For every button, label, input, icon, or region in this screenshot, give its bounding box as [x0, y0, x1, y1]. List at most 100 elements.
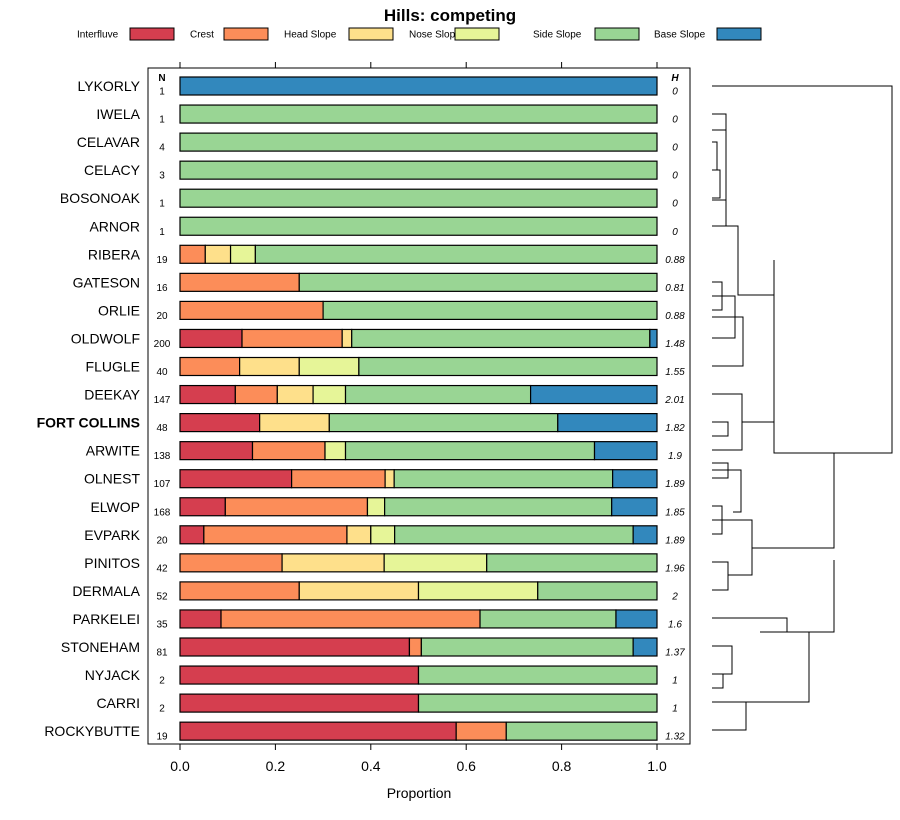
row-label: CELAVAR: [77, 134, 140, 150]
row-h-value: 0: [672, 171, 678, 182]
row-label: OLDWOLF: [71, 330, 140, 346]
x-tick-label: 0.4: [361, 758, 381, 774]
bar-segment-interfluve: [179, 469, 293, 489]
dendrogram-branch: [712, 519, 753, 576]
row-n-value: 138: [154, 451, 171, 462]
row-h-value: 1: [672, 676, 678, 687]
bar-segment-side-slope: [179, 216, 658, 236]
bar-segment-nose-slope: [312, 384, 347, 405]
x-tick-label: 0.8: [552, 758, 572, 774]
legend-label-crest: Crest: [190, 30, 214, 41]
row-h-value: 0.81: [665, 283, 684, 294]
bar-segment-crest: [203, 525, 348, 545]
x-axis-label: Proportion: [387, 785, 452, 801]
row-n-value: 200: [154, 339, 171, 350]
bar-row-nyjack: NYJACK 2 1: [85, 665, 678, 687]
bar-segment-side-slope: [505, 721, 658, 741]
bar-segment-interfluve: [179, 497, 226, 517]
bar-row-deekay: DEEKAY 147 2.01: [84, 384, 685, 406]
row-h-value: 0: [672, 115, 678, 126]
bar-segment-side-slope: [537, 581, 658, 601]
bar-segment-nose-slope: [324, 441, 347, 461]
bar-segment-head-slope: [298, 581, 420, 601]
row-label: EVPARK: [84, 527, 140, 543]
bar-row-gateson: GATESON 16 0.81: [73, 272, 685, 294]
bar-segment-side-slope: [479, 609, 617, 629]
legend-label-nose-slope: Nose Slope: [409, 30, 461, 41]
dendrogram-branch: [752, 452, 835, 549]
row-h-value: 1.32: [665, 732, 685, 743]
legend-swatch-interfluve: [129, 27, 175, 41]
bar-segment-side-slope: [394, 525, 634, 545]
bar-segment-side-slope: [322, 300, 658, 320]
bar-segment-crest: [224, 497, 369, 517]
bar-row-bosonoak: BOSONOAK 1 0: [60, 188, 678, 210]
bar-segment-interfluve: [179, 721, 457, 741]
bar-segment-nose-slope: [383, 553, 488, 573]
row-label: PARKELEI: [73, 611, 140, 627]
bar-row-dermala: DERMALA 52 2: [72, 581, 678, 602]
legend-swatch-base-slope: [716, 27, 762, 41]
bar-segment-interfluve: [179, 328, 243, 349]
dendrogram-branch: [746, 631, 810, 703]
row-label: NYJACK: [85, 667, 141, 683]
bar-row-evpark: EVPARK 20 1.89: [84, 525, 685, 546]
bar-row-celavar: CELAVAR 4 0: [77, 132, 678, 154]
dendrogram-branch: [773, 260, 835, 454]
bar-segment-crest: [220, 609, 481, 629]
bar-segment-side-slope: [179, 160, 658, 180]
dendrogram-branch: [712, 113, 727, 201]
chart-title: Hills: competing: [384, 6, 516, 25]
row-n-value: 48: [156, 423, 168, 434]
bar-segment-head-slope: [384, 469, 395, 489]
bar-row-rockybutte: ROCKYBUTTE 19 1.32: [44, 721, 685, 743]
bar-segment-side-slope: [420, 637, 634, 657]
bar-segment-head-slope: [281, 553, 385, 573]
bar-segment-side-slope: [417, 693, 658, 713]
row-n-value: 19: [156, 255, 168, 266]
row-label: DERMALA: [72, 583, 140, 599]
legend-label-interfluve: Interfluve: [77, 30, 119, 41]
bar-segment-base-slope: [529, 384, 658, 405]
bar-segment-base-slope: [179, 76, 658, 96]
row-n-value: 168: [154, 507, 171, 518]
bar-segment-side-slope: [298, 272, 658, 292]
bar-segment-side-slope: [179, 132, 658, 152]
dendrogram-branch: [712, 561, 729, 591]
legend-label-head-slope: Head Slope: [284, 30, 337, 41]
bar-segment-base-slope: [611, 497, 658, 517]
row-n-value: 81: [156, 648, 168, 659]
bar-segment-nose-slope: [366, 497, 386, 517]
row-label: ORLIE: [98, 302, 140, 318]
row-n-value: 3: [159, 171, 165, 182]
row-n-value: 20: [156, 311, 168, 322]
row-n-value: 1: [159, 227, 165, 238]
row-h-value: 1.82: [665, 423, 685, 434]
row-n-value: 2: [159, 676, 165, 687]
bar-segment-interfluve: [179, 693, 420, 713]
bar-segment-interfluve: [179, 384, 236, 405]
dendrogram-branch: [712, 169, 721, 199]
bar-segment-crest: [241, 328, 343, 349]
x-tick-label: 1.0: [647, 758, 667, 774]
bar-row-ribera: RIBERA 19 0.88: [88, 244, 685, 266]
row-label: CELACY: [84, 162, 141, 178]
bar-segment-crest: [251, 441, 326, 461]
row-n-value: 52: [156, 591, 168, 602]
bar-segment-base-slope: [615, 609, 658, 629]
legend-label-side-slope: Side Slope: [533, 30, 582, 41]
bar-row-parkelei: PARKELEI 35 1.6: [73, 609, 682, 630]
row-label: BOSONOAK: [60, 190, 141, 206]
bar-segment-side-slope: [486, 553, 658, 573]
bar-segment-interfluve: [179, 665, 420, 685]
row-h-value: 0: [672, 199, 678, 210]
row-h-value: 1.89: [665, 479, 685, 490]
dendrogram-branch: [712, 316, 744, 367]
dendrogram: [712, 85, 893, 731]
bar-segment-head-slope: [259, 413, 330, 433]
bar-segment-base-slope: [557, 413, 658, 433]
x-axis: 0.0 0.2 0.4 0.6 0.8 1.0: [170, 62, 667, 774]
dendrogram-branch: [712, 469, 742, 513]
